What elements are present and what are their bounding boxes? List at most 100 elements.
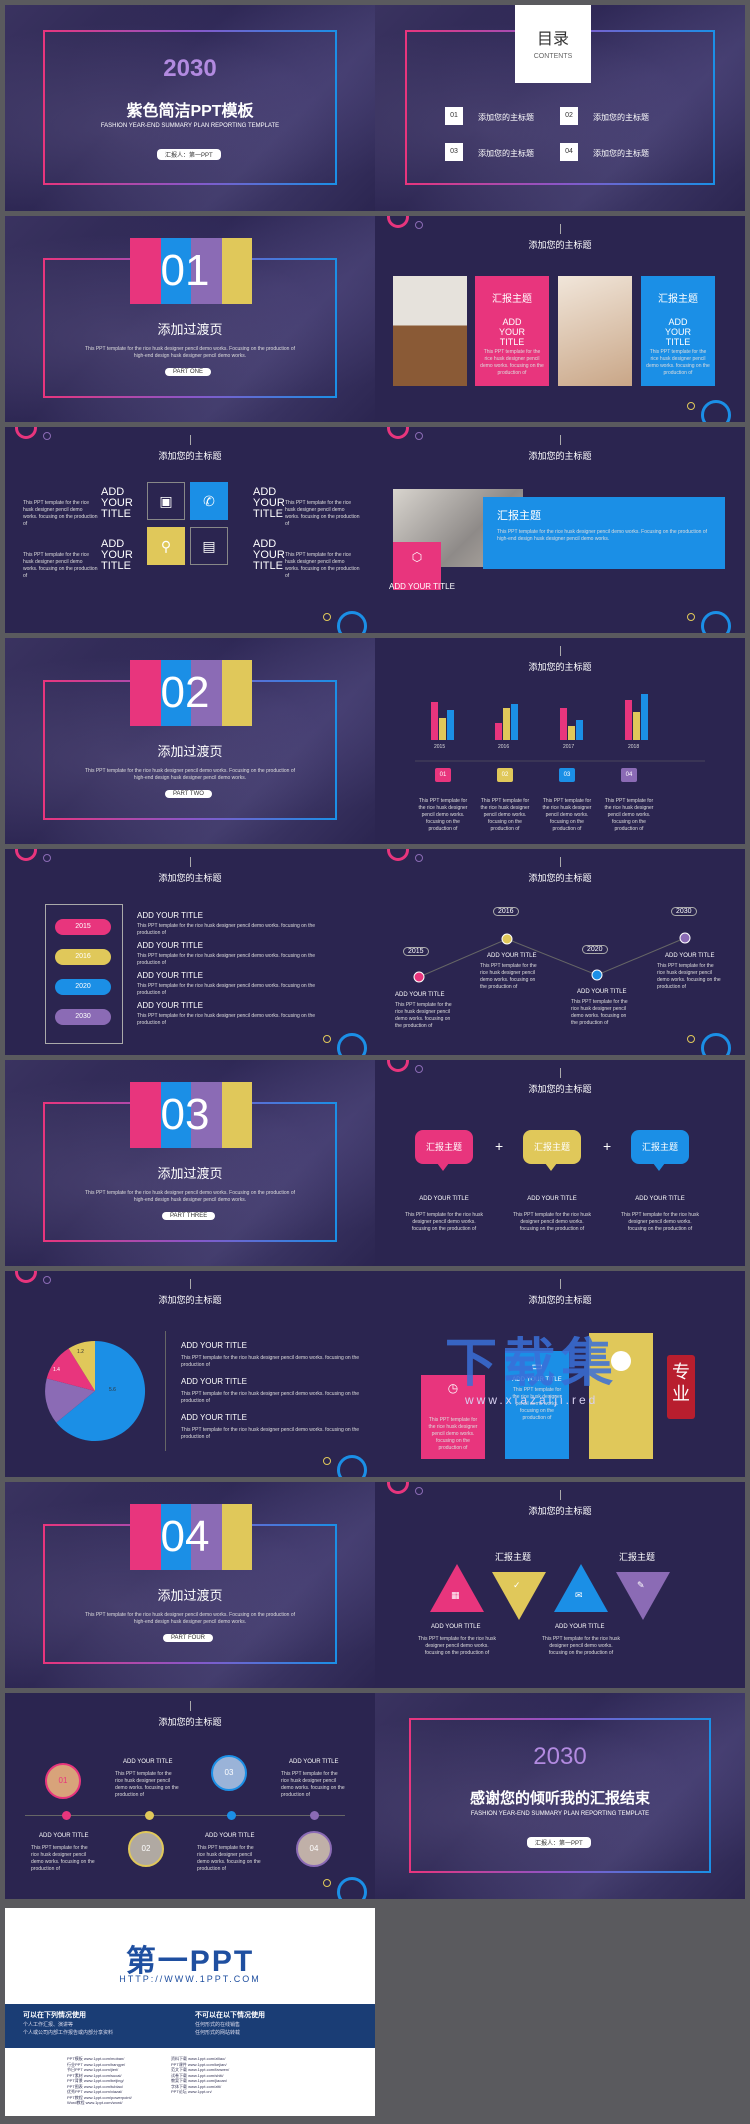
- section-desc: This PPT template for the rice husk desi…: [85, 768, 296, 781]
- item-title: ADD YOUR TITLE: [487, 953, 537, 959]
- item-title: ADD YOUR TITLE: [181, 1377, 247, 1386]
- card-blue: ▭ ADD YOUR TITLE This PPT template for t…: [505, 1351, 569, 1459]
- toc-item-4[interactable]: 添加您的主标题: [593, 149, 649, 158]
- badge: 01: [435, 768, 451, 782]
- promo-url[interactable]: HTTP://WWW.1PPT.COM: [119, 1974, 261, 1984]
- clock-icon: ◷: [447, 1381, 459, 1395]
- item-desc: This PPT template for the rice husk desi…: [513, 1212, 591, 1232]
- slide-title: 添加您的主标题: [5, 435, 375, 462]
- card-blue: 汇报主题 ADD YOUR TITLE This PPT template fo…: [641, 276, 715, 386]
- decor-small-ring: [415, 1487, 423, 1495]
- card-subtitle: ADD YOUR TITLE: [498, 317, 525, 347]
- color-bars: [130, 660, 252, 726]
- promo-banner: 可以在下列情况使用 个人工作汇报、演讲等 个人或公司内部工作报告或内部分享资料 …: [5, 2004, 375, 2048]
- color-bars: [130, 1504, 252, 1570]
- bar-group-4: [625, 694, 648, 740]
- slide-icon-grid[interactable]: 添加您的主标题 ADD YOUR TITLE This PPT template…: [5, 427, 375, 633]
- item-title: ADD YOUR TITLE: [137, 911, 203, 920]
- bar-year: 2015: [434, 744, 446, 750]
- slide-pie-chart[interactable]: 添加您的主标题 1.2 1.4 5.6 ADD YOUR TITLE This …: [5, 1271, 375, 1477]
- toc-num-3: 03: [445, 143, 463, 161]
- item-title: ADD YOUR TITLE: [577, 989, 627, 995]
- timeline-year: 2030: [671, 907, 697, 916]
- badge: 02: [497, 768, 513, 782]
- slide-title: 添加您的主标题: [5, 1701, 375, 1728]
- item-desc: This PPT template for the rice husk desi…: [542, 1636, 620, 1656]
- card-desc: This PPT template for the rice husk desi…: [428, 1417, 478, 1451]
- item-title: ADD YOUR TITLE: [137, 1001, 203, 1010]
- slide-image-cards[interactable]: 添加您的主标题 汇报主题 ADD YOUR TITLE This PPT tem…: [375, 216, 745, 422]
- photo-circle: 01: [45, 1763, 81, 1799]
- toc-item-1[interactable]: 添加您的主标题: [478, 113, 534, 122]
- bar-year: 2017: [563, 744, 575, 750]
- slide-timeline[interactable]: 添加您的主标题 2015 2016 2020 2030 ADD YOUR TIT…: [375, 849, 745, 1055]
- slide-title: 添加您的主标题: [5, 857, 375, 884]
- timeline-node: [679, 932, 691, 944]
- toc-num-4: 04: [560, 143, 578, 161]
- bar-year: 2018: [628, 744, 640, 750]
- item-desc: This PPT template for the rice husk desi…: [405, 1212, 483, 1232]
- slide-toc[interactable]: 目录 CONTENTS 01 添加您的主标题 02 添加您的主标题 03 添加您…: [375, 5, 745, 211]
- year-pill: 2015: [55, 919, 111, 935]
- slide-title: 添加您的主标题: [375, 646, 745, 673]
- card-desc: This PPT template for the rice husk desi…: [512, 1387, 562, 1421]
- year-pill: 2016: [55, 949, 111, 965]
- slide-ending[interactable]: 2030 感谢您的倾听我的汇报结束 FASHION YEAR-END SUMMA…: [375, 1693, 745, 1899]
- slide-cover[interactable]: 2030 紫色简洁PPT模板 FASHION YEAR-END SUMMARY …: [5, 5, 375, 211]
- promo-card[interactable]: 第一PPT HTTP://WWW.1PPT.COM 可以在下列情况使用 个人工作…: [5, 1908, 375, 2116]
- bar-group-1: [431, 702, 454, 740]
- triangle-down-purple: [616, 1572, 670, 1620]
- bubble-pink: 汇报主题: [415, 1130, 473, 1164]
- pie-label: 1.2: [77, 1349, 84, 1355]
- card-yellow: [589, 1333, 653, 1459]
- bar: [447, 710, 454, 740]
- item-desc: This PPT template for the rice husk desi…: [137, 1013, 316, 1026]
- slide-cards-watermark[interactable]: 添加您的主标题 ◷ This PPT template for the rice…: [375, 1271, 745, 1477]
- section-desc: This PPT template for the rice husk desi…: [85, 346, 296, 359]
- section-number: 04: [160, 1512, 210, 1561]
- toc-item-3[interactable]: 添加您的主标题: [478, 149, 534, 158]
- slide-speech-bubbles[interactable]: 添加您的主标题 汇报主题 + 汇报主题 + 汇报主题 ADD YOUR TITL…: [375, 1060, 745, 1266]
- bubble-blue: 汇报主题: [631, 1130, 689, 1164]
- decor-ring: [337, 611, 367, 633]
- year-panel: [45, 904, 123, 1044]
- decor-small-ring: [415, 432, 423, 440]
- slide-triangles[interactable]: 添加您的主标题 ▦ ✓ ✉ ✎ 汇报主题 汇报主题 ADD YOUR TITLE…: [375, 1482, 745, 1688]
- circle-icon: [611, 1351, 631, 1371]
- reporter-pill: 汇报人：第一PPT: [527, 1837, 591, 1848]
- slide-year-list[interactable]: 添加您的主标题 2015 2016 2020 2030 ADD YOUR TIT…: [5, 849, 375, 1055]
- decor-small-ring: [415, 221, 423, 229]
- item-title: ADD YOUR TITLE: [137, 971, 203, 980]
- decor-ring: [701, 400, 731, 422]
- card-title: 汇报主题: [658, 294, 698, 305]
- slide-section-02[interactable]: 02 添加过渡页 This PPT template for the rice …: [5, 638, 375, 844]
- badge: 03: [559, 768, 575, 782]
- slide-circle-timeline[interactable]: 添加您的主标题 01 03 02 04 ADD YOUR TITLE This …: [5, 1693, 375, 1899]
- section-title: 添加过渡页: [157, 322, 223, 337]
- item-title: ADD YOUR TITLE: [205, 1833, 255, 1839]
- slide-photo-box[interactable]: 添加您的主标题 ⬡ ADD YOUR TITLE 汇报主题 This PPT t…: [375, 427, 745, 633]
- decor-ring: [15, 427, 37, 439]
- item-desc: This PPT template for the rice husk desi…: [181, 1391, 360, 1404]
- promo-links-left[interactable]: PPT模板 www.1ppt.com/moban/行业PPT www.1ppt.…: [67, 2056, 132, 2105]
- bar-chart-svg: [415, 694, 705, 762]
- card-title: 汇报主题: [492, 294, 532, 305]
- item-desc: This PPT template for the rice husk desi…: [31, 1845, 95, 1872]
- calendar-icon: ▦: [451, 1590, 460, 1600]
- slide-bar-charts[interactable]: 添加您的主标题 2015 2016 2017 2018 01 02 03 04 …: [375, 638, 745, 844]
- slide-section-03[interactable]: 03 添加过渡页 This PPT template for the rice …: [5, 1060, 375, 1266]
- decor-ring: [387, 427, 409, 439]
- slide-section-04[interactable]: 04 添加过渡页 This PPT template for the rice …: [5, 1482, 375, 1688]
- decor-small-ring: [43, 854, 51, 862]
- toc-item-2[interactable]: 添加您的主标题: [593, 113, 649, 122]
- slide-title: 添加您的主标题: [375, 224, 745, 251]
- search-icon: ⚲: [147, 527, 185, 565]
- decor-small-ring: [323, 1879, 331, 1887]
- slide-section-01[interactable]: 01 添加过渡页 This PPT template for the rice …: [5, 216, 375, 422]
- promo-right-item: 任何形式的网站转载: [195, 2030, 241, 2036]
- pie-chart-svg: [45, 1341, 146, 1441]
- decor-small-ring: [415, 1065, 423, 1073]
- timeline-year: 2020: [582, 945, 608, 954]
- color-bars: [130, 1082, 252, 1148]
- promo-links-right[interactable]: 资料下载 www.1ppt.com/ziliao/PPT课件 www.1ppt.…: [171, 2056, 230, 2094]
